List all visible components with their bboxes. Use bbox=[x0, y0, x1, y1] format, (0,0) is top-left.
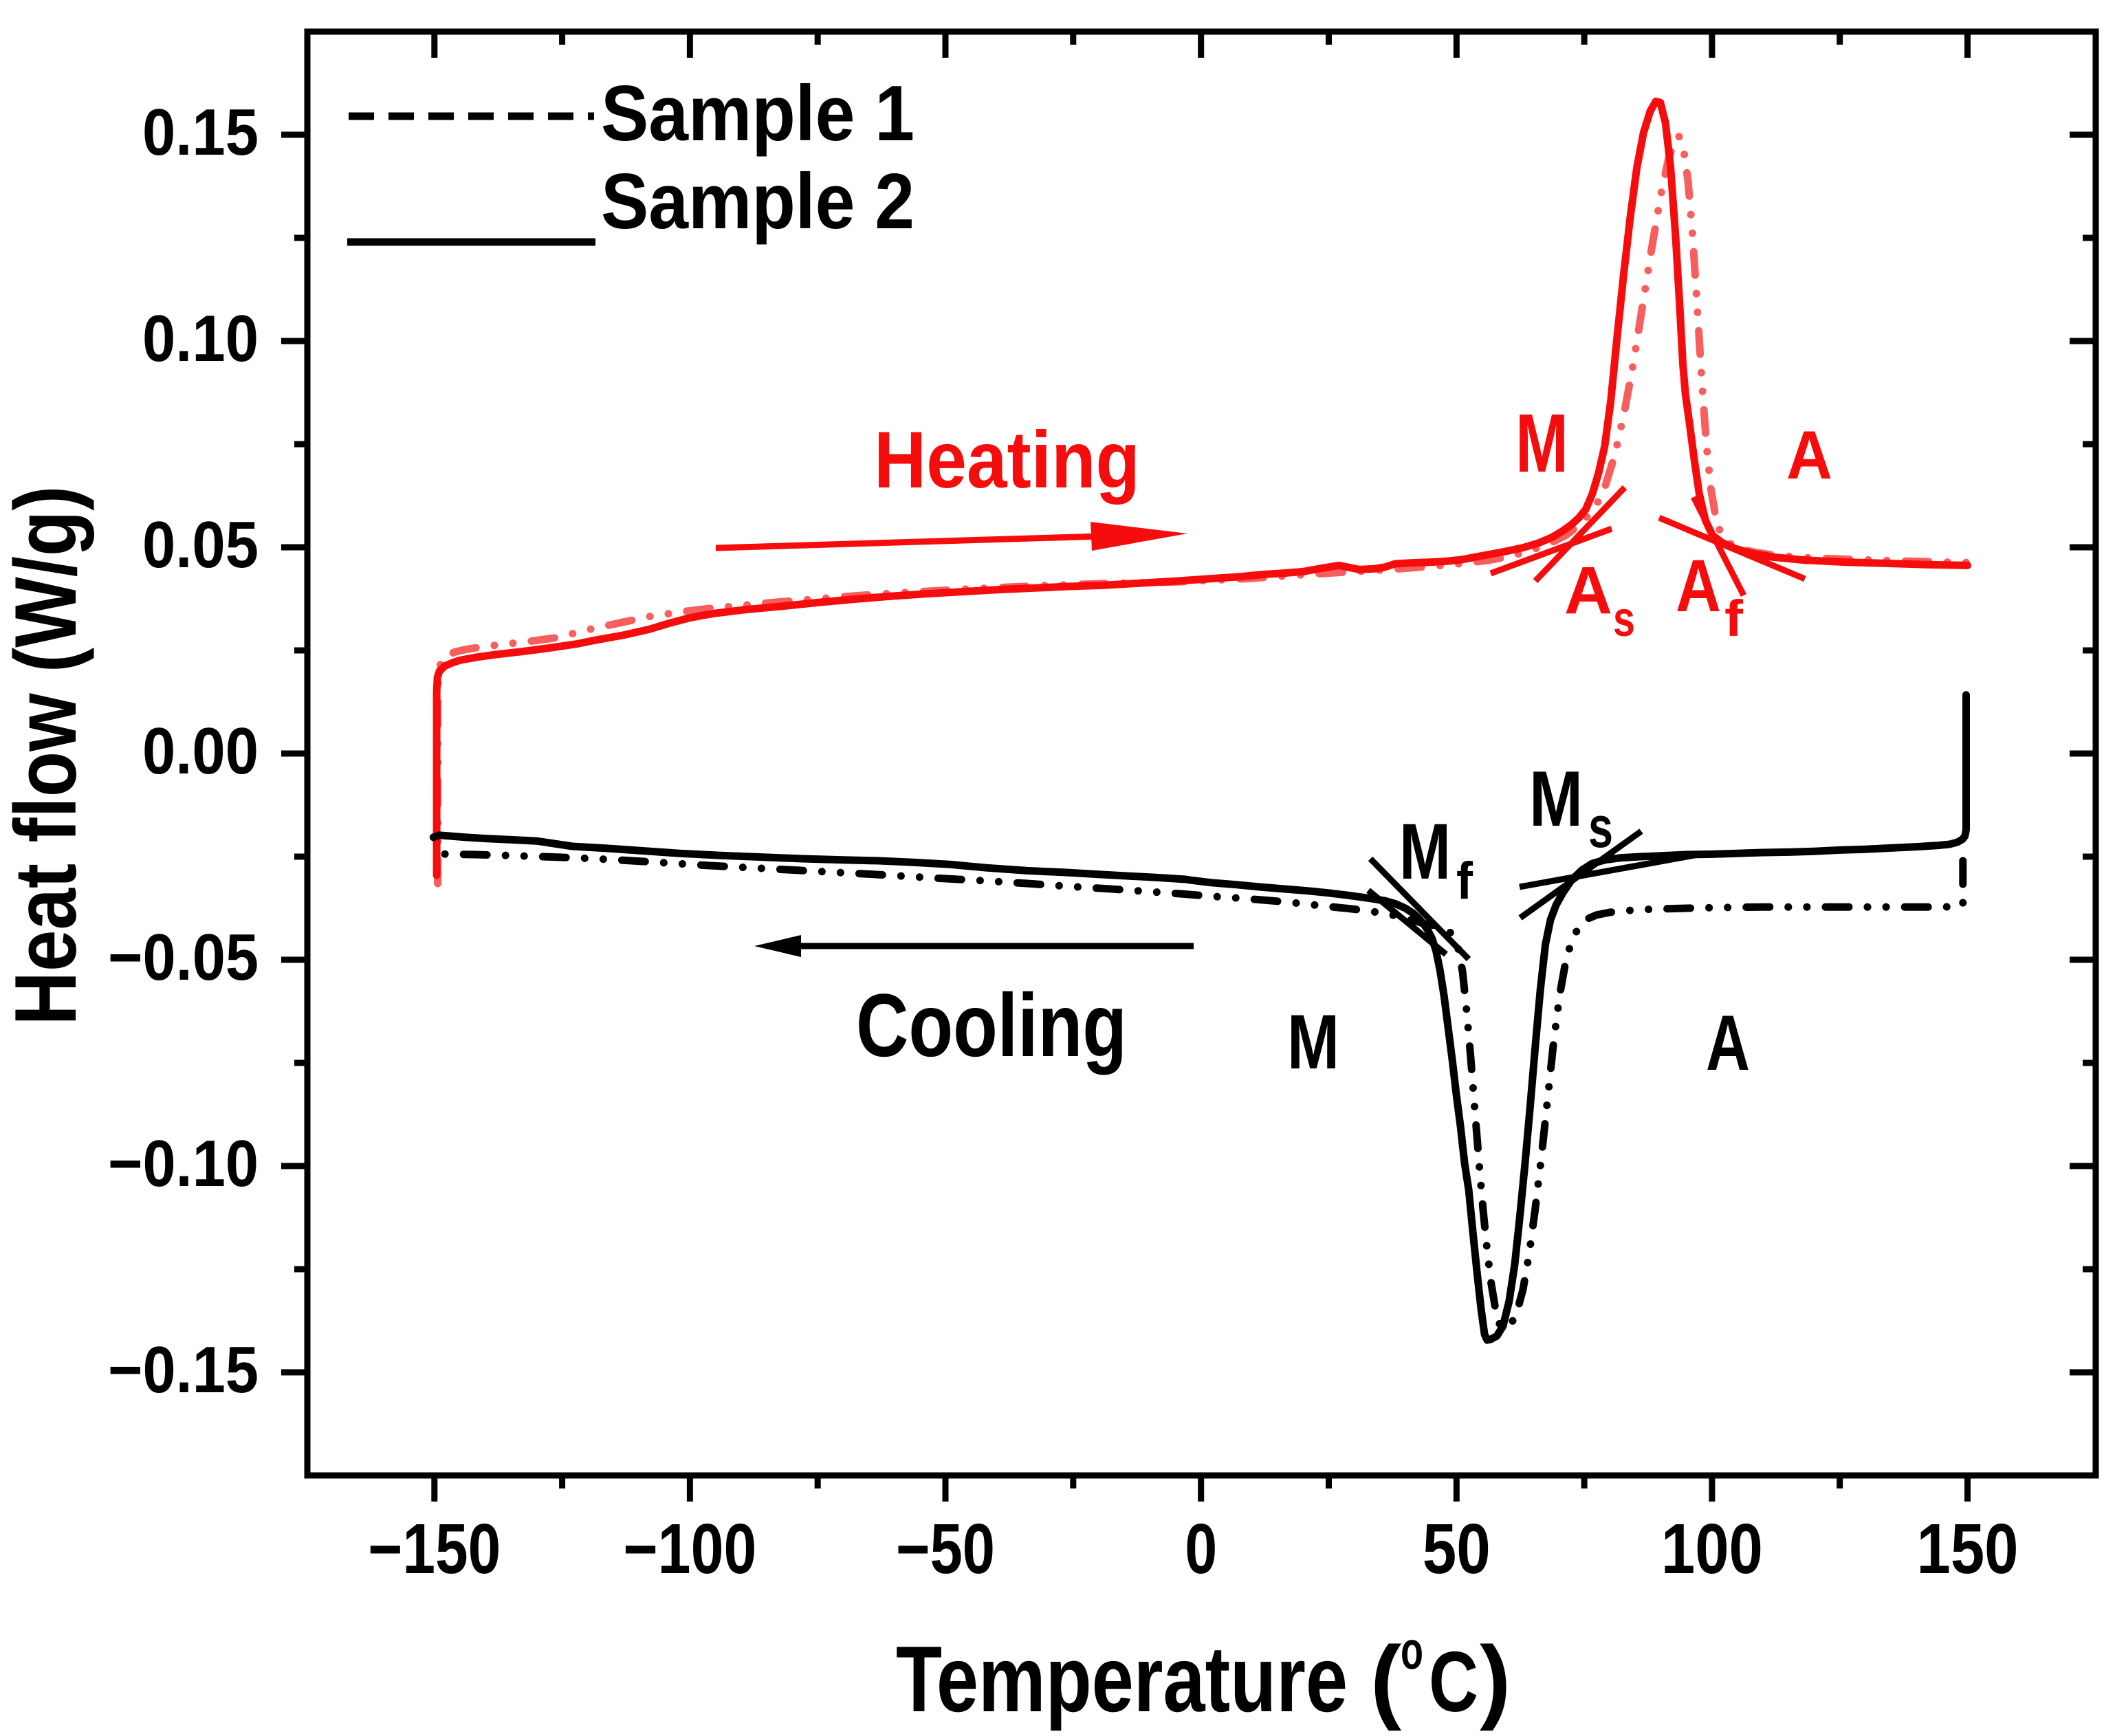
svg-text:Cooling: Cooling bbox=[856, 975, 1127, 1075]
svg-text:M: M bbox=[1287, 999, 1339, 1085]
svg-text:50: 50 bbox=[1423, 1509, 1491, 1588]
svg-text:0.00: 0.00 bbox=[142, 714, 259, 788]
svg-text:Heat flow (W/g): Heat flow (W/g) bbox=[0, 486, 94, 1026]
svg-text:0.15: 0.15 bbox=[142, 96, 259, 169]
svg-text:−0.05: −0.05 bbox=[108, 921, 259, 994]
svg-text:o: o bbox=[1401, 1620, 1423, 1680]
svg-text:s: s bbox=[1588, 795, 1613, 859]
svg-text:Temperature: Temperature bbox=[896, 1627, 1348, 1731]
svg-text:(: ( bbox=[1370, 1627, 1402, 1731]
svg-text:A: A bbox=[1706, 1000, 1750, 1087]
svg-text:0.10: 0.10 bbox=[142, 302, 259, 375]
svg-text:100: 100 bbox=[1661, 1509, 1763, 1588]
svg-text:A: A bbox=[1786, 417, 1832, 493]
svg-text:M: M bbox=[1515, 396, 1568, 490]
svg-text:A: A bbox=[1676, 544, 1721, 627]
svg-text:s: s bbox=[1613, 592, 1635, 647]
svg-text:−150: −150 bbox=[368, 1509, 501, 1588]
svg-text:−100: −100 bbox=[623, 1509, 756, 1588]
svg-text:−50: −50 bbox=[896, 1509, 995, 1588]
svg-text:Sample 2: Sample 2 bbox=[601, 158, 914, 245]
svg-text:0.05: 0.05 bbox=[142, 508, 259, 582]
svg-text:C: C bbox=[1429, 1635, 1478, 1730]
svg-text:150: 150 bbox=[1917, 1509, 2019, 1588]
svg-text:M: M bbox=[1399, 808, 1451, 896]
svg-text:Heating: Heating bbox=[874, 415, 1140, 505]
svg-text:−0.15: −0.15 bbox=[108, 1333, 259, 1407]
svg-text:0: 0 bbox=[1185, 1509, 1217, 1588]
svg-text:f: f bbox=[1456, 852, 1473, 910]
svg-text:M: M bbox=[1529, 756, 1583, 843]
svg-text:−0.10: −0.10 bbox=[108, 1127, 259, 1200]
svg-text:Sample 1: Sample 1 bbox=[601, 70, 914, 157]
svg-text:): ) bbox=[1480, 1627, 1511, 1731]
svg-text:f: f bbox=[1724, 590, 1743, 647]
svg-text:A: A bbox=[1564, 553, 1612, 628]
